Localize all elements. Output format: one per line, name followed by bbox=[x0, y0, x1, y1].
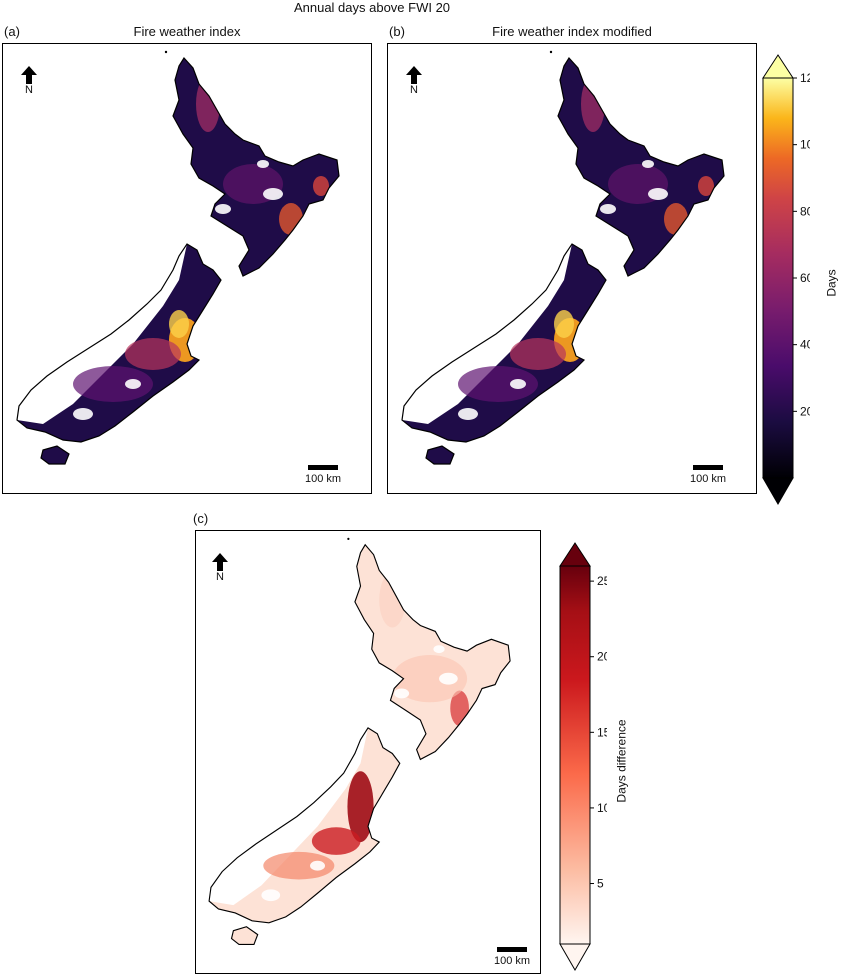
panel-b-title: Fire weather index modified bbox=[492, 24, 652, 39]
colorbar-tick-label: 40 bbox=[800, 338, 810, 352]
colorbar-days-difference: 5 10 15 20 25 bbox=[559, 542, 607, 972]
scale-bar: 100 km bbox=[678, 465, 738, 485]
colorbar-tick-label: 80 bbox=[800, 204, 810, 218]
colorbar-days-difference-label: Days difference bbox=[614, 719, 629, 803]
panel-c-letter: (c) bbox=[193, 511, 209, 526]
colorbar-days-label: Days bbox=[824, 269, 839, 297]
map-panel-b[interactable]: N 100 km bbox=[387, 43, 757, 494]
map-panel-a[interactable]: N 100 km bbox=[2, 43, 372, 494]
colorbar-days: 20 40 60 80 100 120 bbox=[762, 54, 810, 506]
scale-bar: 100 km bbox=[293, 465, 353, 485]
colorbar-tick-label: 10 bbox=[597, 801, 607, 815]
colorbar-tick-label: 5 bbox=[597, 877, 604, 891]
north-arrow-icon: N bbox=[402, 66, 426, 96]
colorbar-tick-label: 15 bbox=[597, 725, 607, 739]
north-arrow-icon: N bbox=[17, 66, 41, 96]
nz-map-a bbox=[16, 50, 340, 465]
panel-b-letter: (b) bbox=[389, 24, 405, 39]
figure-title: Annual days above FWI 20 bbox=[293, 0, 451, 15]
panel-a-letter: (a) bbox=[4, 24, 20, 39]
colorbar-tick-label: 20 bbox=[597, 650, 607, 664]
scale-bar: 100 km bbox=[482, 947, 540, 967]
colorbar-tick-label: 120 bbox=[800, 71, 810, 85]
north-arrow-icon: N bbox=[208, 553, 232, 583]
map-panel-c[interactable]: N 100 km bbox=[195, 530, 541, 974]
nz-map-b bbox=[401, 50, 725, 465]
nz-map-c bbox=[208, 537, 511, 946]
colorbar-tick-label: 20 bbox=[800, 404, 810, 418]
colorbar-tick-label: 100 bbox=[800, 138, 810, 152]
panel-a-title: Fire weather index bbox=[133, 24, 241, 39]
colorbar-tick-label: 60 bbox=[800, 271, 810, 285]
colorbar-tick-label: 25 bbox=[597, 574, 607, 588]
